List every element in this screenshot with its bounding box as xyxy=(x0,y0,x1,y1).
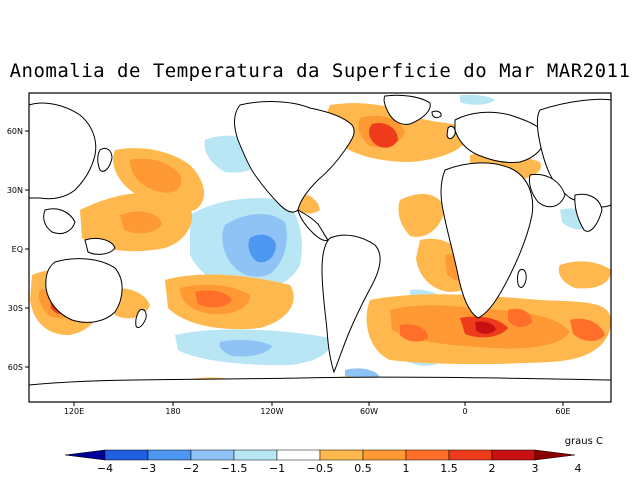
continents xyxy=(28,94,612,403)
legend-swatch xyxy=(104,449,149,461)
lat-tick-label: 30S xyxy=(8,304,23,313)
madagascar xyxy=(517,269,527,288)
south-america xyxy=(321,234,381,374)
cool-patch-southern-1-core xyxy=(219,339,272,357)
lon-tick-label: 120E xyxy=(64,407,84,416)
legend-level-label: −3 xyxy=(140,462,156,475)
india xyxy=(574,193,603,232)
legend-swatch xyxy=(362,449,407,461)
australia xyxy=(45,258,123,323)
latitude-axis: 60N 30N EQ 30S 60S xyxy=(7,127,29,372)
legend-swatch xyxy=(190,449,235,461)
legend-level-label: −1.5 xyxy=(221,462,248,475)
antarctica xyxy=(28,376,612,403)
legend-swatch xyxy=(491,449,536,461)
lon-tick-label: 180 xyxy=(165,407,180,416)
central-america xyxy=(297,208,329,241)
map-frame xyxy=(28,92,612,403)
legend-units: graus C xyxy=(565,436,603,447)
japan xyxy=(97,147,113,172)
lat-tick-label: 30N xyxy=(7,186,23,195)
warm-hot-s-atlantic-core xyxy=(475,321,496,334)
legend-level-label: 3 xyxy=(532,462,539,475)
legend-level-label: −0.5 xyxy=(307,462,334,475)
legend-level-label: 1.5 xyxy=(440,462,458,475)
legend-level-label: 0.5 xyxy=(354,462,372,475)
iceland xyxy=(431,110,442,119)
lat-tick-label: 60N xyxy=(7,127,23,136)
warm-hot-n-atlantic xyxy=(369,122,398,148)
legend-swatch xyxy=(147,449,192,461)
legend-level-label: 1 xyxy=(403,462,410,475)
longitude-axis: 120E 180 120W 60W 0 60E xyxy=(64,402,571,416)
legend-swatch xyxy=(233,449,278,461)
legend-swatch xyxy=(405,449,450,461)
warm-patch-indian-n xyxy=(558,261,611,289)
warm-core-w-pacific xyxy=(120,211,162,234)
legend-swatch xyxy=(319,449,364,461)
greenland xyxy=(383,94,431,125)
lat-tick-label: 60S xyxy=(8,363,23,372)
southeast-asia xyxy=(43,208,76,235)
lat-tick-label: EQ xyxy=(12,245,23,254)
legend-swatch xyxy=(448,449,493,461)
map-title: Anomalia de Temperatura da Superficie do… xyxy=(9,60,631,82)
warm-patch-trop-atlantic xyxy=(398,194,445,237)
legend-swatch xyxy=(534,449,576,461)
legend-swatch xyxy=(64,449,106,461)
warm-core-nw-pacific xyxy=(130,158,182,193)
new-zealand xyxy=(135,309,147,329)
lon-tick-label: 60E xyxy=(555,407,570,416)
cool-patch-east-pacific-center xyxy=(248,234,276,263)
lon-tick-label: 120W xyxy=(260,407,283,416)
legend-bar xyxy=(64,449,576,461)
color-legend: graus C −4 −3 −2 −1.5 −1 −0.5 0.5 1 1.5 2 3 4 xyxy=(64,436,603,475)
legend-level-label: −4 xyxy=(97,462,113,475)
warm-hot-south-africa xyxy=(508,308,532,328)
warm-hot-s-ocean-atl xyxy=(400,324,428,342)
legend-level-label: 2 xyxy=(489,462,496,475)
cool-patch-arctic xyxy=(460,94,495,105)
lon-tick-label: 0 xyxy=(462,407,467,416)
anomaly-field xyxy=(30,94,611,393)
africa xyxy=(440,162,534,319)
legend-swatch xyxy=(276,449,321,461)
europe xyxy=(454,111,546,163)
warm-hot-s-pacific xyxy=(195,290,232,308)
arabia xyxy=(528,173,566,208)
legend-level-label: 4 xyxy=(575,462,582,475)
uk xyxy=(446,125,456,140)
north-america xyxy=(234,101,355,213)
legend-level-label: −1 xyxy=(269,462,285,475)
warm-hot-indian-s xyxy=(570,318,605,341)
lon-tick-label: 60W xyxy=(360,407,378,416)
legend-level-label: −2 xyxy=(183,462,199,475)
new-guinea xyxy=(84,237,116,255)
east-asia xyxy=(28,102,97,200)
legend-labels: −4 −3 −2 −1.5 −1 −0.5 0.5 1 1.5 2 3 4 xyxy=(97,462,582,475)
